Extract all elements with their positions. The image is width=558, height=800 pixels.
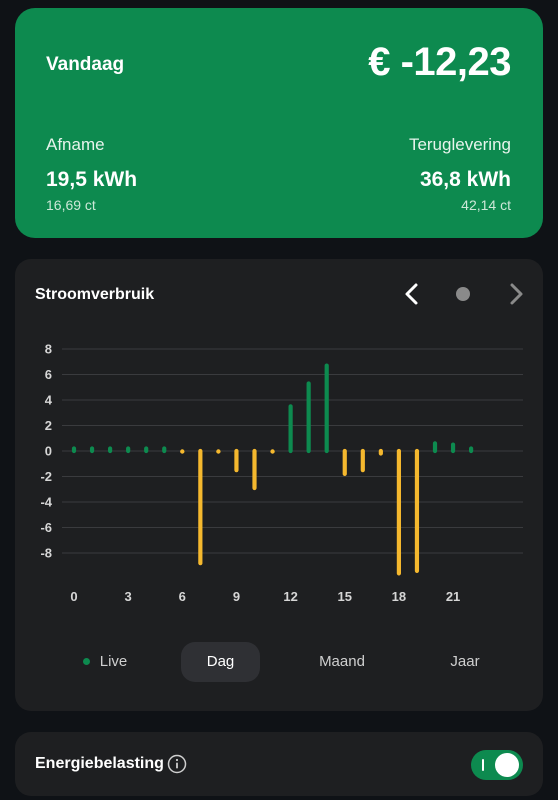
x-tick-label: 0 (70, 589, 77, 604)
x-tick-label: 15 (338, 589, 352, 604)
chart-card: Stroomverbruik 8 6 4 2 0 -2 -4 -6 -8 0 3 6 9 12 15 18 21… (15, 259, 543, 711)
summary-amount: € -12,23 (368, 40, 511, 84)
y-tick-label: -4 (40, 495, 52, 510)
summary-title: Vandaag (46, 54, 125, 75)
x-tick-label: 9 (233, 589, 240, 604)
y-tick-label: -6 (40, 520, 52, 535)
y-tick-label: -8 (40, 546, 52, 561)
tab-live-label: Live (99, 653, 128, 670)
tab-live[interactable]: Live (70, 642, 140, 682)
energy-tax-card: Energiebelasting (15, 732, 543, 796)
afname-sub: 16,69 ct (46, 197, 96, 213)
tab-jaar[interactable]: Jaar (450, 653, 480, 670)
page-indicator-dot (456, 287, 470, 301)
toggle-knob (495, 753, 519, 777)
afname-title: Afname (46, 135, 105, 154)
summary-card: Vandaag € -12,23 Afname 19,5 kWh 16,69 c… (15, 8, 543, 238)
chevron-left-icon[interactable] (397, 279, 427, 309)
teruglevering-sub: 42,14 ct (461, 197, 511, 213)
y-tick-label: 0 (45, 444, 52, 459)
y-tick-label: 2 (45, 418, 52, 433)
tab-dag[interactable]: Dag (181, 642, 260, 682)
x-tick-label: 3 (125, 589, 132, 604)
x-tick-label: 12 (283, 589, 297, 604)
chart-title: Stroomverbruik (35, 286, 155, 303)
bar-dot (270, 449, 275, 454)
bar-dot (216, 449, 221, 454)
period-tabs: Live Dag Maand Jaar (15, 642, 543, 684)
y-tick-label: 6 (45, 367, 52, 382)
usage-chart: 8 6 4 2 0 -2 -4 -6 -8 0 3 6 9 12 15 18 21 (40, 342, 523, 604)
live-dot-icon (82, 657, 90, 665)
x-tick-label: 18 (392, 589, 406, 604)
y-tick-label: 4 (45, 393, 53, 408)
teruglevering-title: Teruglevering (408, 135, 511, 154)
y-tick-label: 8 (45, 342, 52, 357)
x-tick-label: 21 (446, 589, 460, 604)
info-icon[interactable] (167, 754, 187, 774)
chevron-right-icon[interactable] (501, 279, 531, 309)
bar-dot (180, 449, 185, 454)
x-tick-label: 6 (179, 589, 186, 604)
energy-tax-label: Energiebelasting (35, 755, 164, 772)
teruglevering-value: 36,8 kWh (419, 168, 511, 191)
toggle-on-mark (482, 759, 484, 771)
tab-maand[interactable]: Maand (319, 653, 365, 670)
y-tick-label: -2 (40, 469, 52, 484)
afname-value: 19,5 kWh (46, 168, 138, 191)
energy-tax-toggle[interactable] (471, 750, 523, 780)
